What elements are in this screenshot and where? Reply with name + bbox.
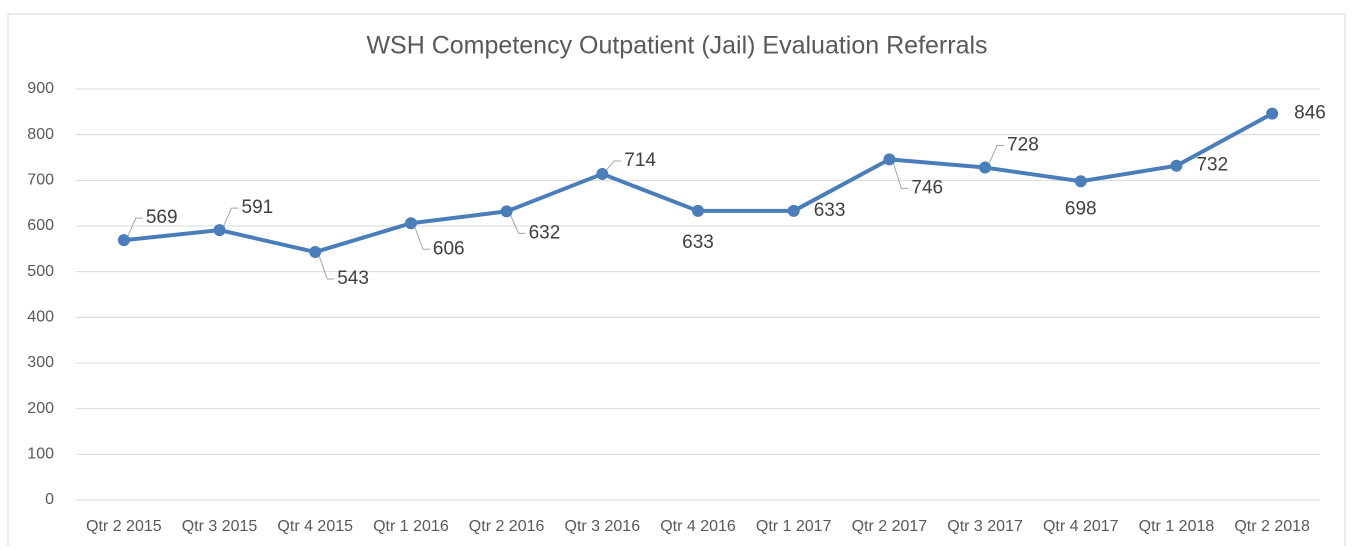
y-tick-label: 500 [27, 263, 54, 280]
x-tick-label: Qtr 3 2015 [182, 518, 258, 535]
data-point [1266, 107, 1279, 120]
data-point [1074, 175, 1087, 188]
data-label: 732 [1196, 155, 1228, 176]
data-point [883, 153, 896, 166]
data-point [596, 167, 609, 180]
data-label: 633 [814, 200, 846, 221]
data-label: 728 [1007, 135, 1039, 156]
y-tick-label: 0 [45, 491, 54, 508]
y-tick-label: 400 [27, 309, 54, 326]
y-tick-label: 900 [27, 80, 54, 97]
y-tick-label: 100 [27, 446, 54, 463]
y-tick-label: 700 [27, 172, 54, 189]
label-leader [127, 217, 143, 237]
label-leader [414, 227, 430, 250]
y-tick-label: 800 [27, 126, 54, 143]
x-tick-label: Qtr 2 2018 [1234, 518, 1310, 535]
x-tick-label: Qtr 3 2017 [947, 518, 1023, 535]
x-tick-label: Qtr 1 2017 [756, 518, 832, 535]
y-tick-label: 600 [27, 217, 54, 234]
data-label: 746 [911, 177, 943, 198]
data-label: 698 [1065, 198, 1097, 219]
x-tick-label: Qtr 3 2016 [565, 518, 641, 535]
data-point [979, 161, 992, 174]
data-label: 633 [682, 232, 714, 253]
data-label: 543 [337, 268, 369, 289]
x-tick-label: Qtr 4 2016 [660, 518, 736, 535]
data-point [309, 246, 322, 259]
x-tick-label: Qtr 1 2018 [1139, 518, 1215, 535]
x-tick-label: Qtr 1 2016 [373, 518, 449, 535]
label-leader [605, 160, 622, 171]
data-point [117, 234, 130, 247]
chart-frame [7, 13, 1346, 551]
x-tick-label: Qtr 2 2015 [86, 518, 162, 535]
data-point [787, 204, 800, 217]
data-point [213, 224, 226, 237]
x-tick-label: Qtr 4 2015 [277, 518, 353, 535]
data-point [1170, 159, 1183, 172]
data-label: 591 [242, 197, 274, 218]
data-label: 846 [1294, 103, 1326, 124]
data-label: 632 [529, 222, 561, 243]
y-tick-label: 300 [27, 354, 54, 371]
data-point [500, 205, 513, 218]
label-leader [223, 207, 239, 227]
label-leader [510, 215, 526, 234]
x-tick-label: Qtr 4 2017 [1043, 518, 1119, 535]
data-label: 569 [146, 207, 178, 228]
x-tick-label: Qtr 2 2017 [852, 518, 928, 535]
label-leader [892, 163, 909, 189]
label-leader [318, 255, 335, 280]
y-tick-label: 200 [27, 400, 54, 417]
data-point [404, 217, 417, 230]
label-leader [988, 145, 1005, 164]
data-label: 714 [624, 150, 656, 171]
data-label: 606 [433, 238, 465, 259]
chart-title: WSH Competency Outpatient (Jail) Evaluat… [366, 32, 987, 60]
data-point [692, 204, 704, 217]
x-tick-label: Qtr 2 2016 [469, 518, 545, 535]
